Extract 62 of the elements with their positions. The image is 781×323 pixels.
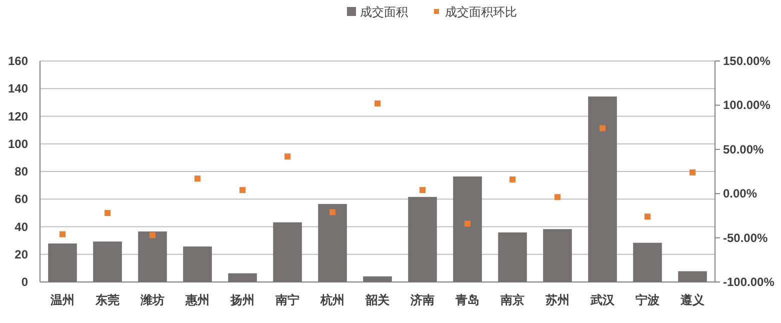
y2-tick-label: -100.00% (723, 275, 775, 289)
bar (498, 232, 527, 282)
y-tick-label: 20 (14, 247, 28, 262)
bar (408, 196, 437, 282)
point (104, 210, 110, 216)
point (60, 231, 66, 238)
y-tick-label: 100 (8, 136, 28, 151)
point (284, 153, 290, 160)
x-tick-label: 济南 (410, 293, 434, 307)
y-tick-label: 40 (14, 220, 28, 234)
x-tick-label: 温州 (50, 293, 74, 307)
x-tick-label: 东莞 (94, 293, 120, 307)
y2-tick-label: 0.00% (723, 186, 758, 201)
point (194, 176, 200, 182)
point (240, 187, 246, 194)
y2-tick-label: 100.00% (723, 98, 771, 112)
y-tick-label: 60 (14, 192, 28, 206)
x-tick-label: 扬州 (230, 293, 254, 307)
bar (543, 229, 572, 282)
y2-tick-label: 50.00% (723, 142, 764, 156)
x-tick-label: 杭州 (320, 293, 344, 307)
y-tick-label: 0 (21, 275, 28, 289)
y2-tick-label: 150.00% (723, 54, 771, 68)
y-tick-label: 140 (8, 82, 28, 96)
x-tick-label: 南京 (500, 293, 524, 307)
legend-label: 成交面积环比 (445, 5, 517, 19)
x-tick-label: 韶关 (364, 293, 390, 307)
y-tick-label: 160 (8, 54, 28, 68)
point (150, 232, 156, 238)
x-tick-label: 宁波 (636, 293, 660, 307)
bar (363, 276, 392, 282)
bar (183, 246, 212, 282)
point (600, 125, 606, 132)
point (644, 214, 650, 220)
y2-tick-label: -50.00% (723, 230, 768, 245)
point (690, 169, 696, 176)
point (510, 176, 516, 182)
bar (633, 242, 662, 282)
bar (273, 222, 302, 282)
y-tick-label: 120 (8, 109, 28, 124)
bar (678, 271, 707, 282)
x-tick-label: 惠州 (184, 293, 210, 307)
legend-label: 成交面积 (360, 5, 408, 19)
bar (138, 231, 167, 282)
point (464, 220, 470, 227)
point (330, 209, 336, 216)
bar (228, 273, 257, 282)
x-tick-label: 潍坊 (140, 293, 164, 307)
bar (48, 243, 77, 282)
x-tick-label: 南宁 (274, 293, 300, 307)
bar (93, 242, 122, 282)
point (374, 100, 380, 106)
x-tick-label: 武汉 (590, 293, 616, 307)
x-tick-label: 苏州 (544, 293, 570, 307)
bar (318, 204, 347, 282)
x-tick-label: 遵义 (680, 293, 706, 307)
x-tick-label: 青岛 (454, 293, 480, 307)
y-tick-label: 80 (14, 164, 28, 178)
point (554, 194, 560, 200)
bar (588, 96, 617, 282)
bar (453, 176, 482, 282)
point (420, 187, 426, 194)
